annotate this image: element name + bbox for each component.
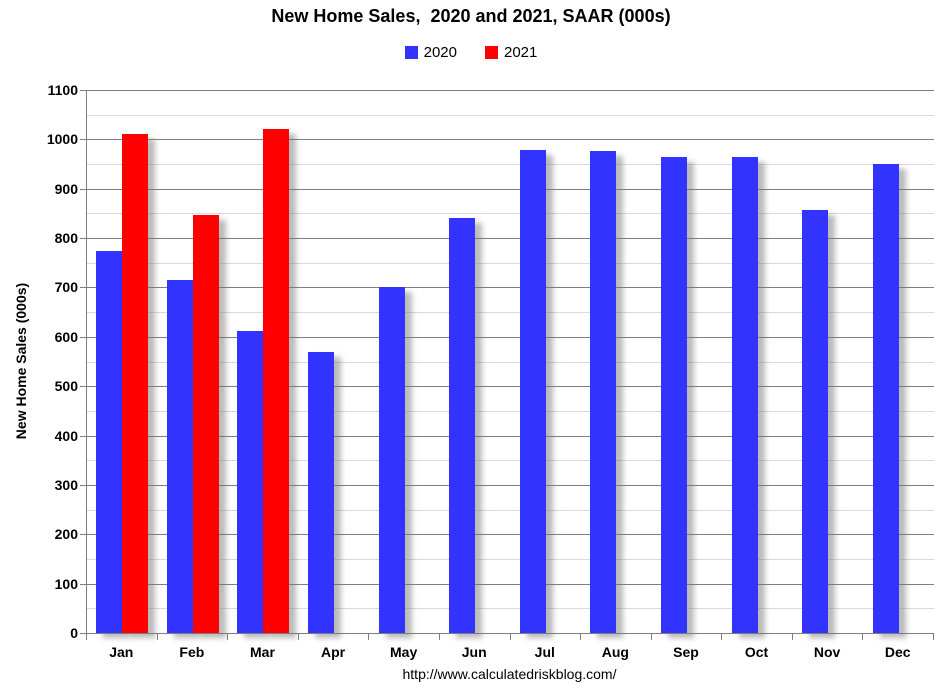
x-axis-label-jun: Jun xyxy=(461,644,487,660)
bar-2020-sep xyxy=(660,157,687,633)
bar-2020-nov xyxy=(802,209,829,633)
minor-gridline xyxy=(87,312,934,314)
footer-url: http://www.calculatedriskblog.com/ xyxy=(402,666,617,682)
y-axis-tick-label: 700 xyxy=(54,279,78,296)
major-gridline xyxy=(87,534,934,536)
minor-gridline xyxy=(87,361,934,363)
bar-2020-mar xyxy=(237,330,264,633)
y-axis-tick-label: 1000 xyxy=(46,131,78,148)
x-axis-label-jan: Jan xyxy=(109,644,134,660)
major-gridline xyxy=(87,188,934,190)
y-axis-tick xyxy=(80,534,86,536)
x-axis-tick xyxy=(721,634,723,640)
x-axis-label-feb: Feb xyxy=(179,644,205,660)
y-axis-tick-label: 100 xyxy=(54,575,78,592)
x-axis-tick xyxy=(438,634,440,640)
x-axis-tick xyxy=(791,634,793,640)
legend-item-2021: 2021 xyxy=(485,44,537,61)
x-axis-label-oct: Oct xyxy=(744,644,769,660)
y-axis-tick xyxy=(80,633,86,634)
bar-2021-jan xyxy=(122,134,149,633)
y-axis-tick xyxy=(80,90,86,91)
x-axis-label-mar: Mar xyxy=(250,644,275,660)
major-gridline xyxy=(87,386,934,388)
y-axis-tick-label: 0 xyxy=(70,625,78,641)
bar-2020-jan xyxy=(96,250,123,633)
y-axis-tick-label: 300 xyxy=(54,476,78,493)
x-axis-label-jul: Jul xyxy=(534,644,555,660)
y-axis-tick xyxy=(80,386,86,388)
x-axis-label-aug: Aug xyxy=(601,644,629,660)
minor-gridline xyxy=(87,410,934,412)
x-axis-label-dec: Dec xyxy=(884,644,911,660)
y-axis-tick xyxy=(80,583,86,585)
legend-label-2020: 2020 xyxy=(423,44,457,61)
x-axis-label-apr: Apr xyxy=(320,644,346,660)
major-gridline xyxy=(87,484,934,486)
y-axis-tick-label: 500 xyxy=(54,378,78,395)
y-axis-tick-label: 800 xyxy=(54,230,78,247)
y-axis-tick-label: 200 xyxy=(54,526,78,543)
y-axis-tick xyxy=(80,188,86,190)
bar-2020-may xyxy=(378,287,405,633)
minor-gridline xyxy=(87,608,934,610)
y-axis-tick-label: 1100 xyxy=(47,82,78,98)
x-axis-tick xyxy=(227,634,229,640)
x-axis-label-nov: Nov xyxy=(813,644,841,660)
x-axis-label-sep: Sep xyxy=(673,644,699,660)
minor-gridline xyxy=(87,164,934,166)
x-axis-label-may: May xyxy=(390,644,418,660)
bar-2020-jul xyxy=(519,150,546,633)
legend-swatch-2021-icon xyxy=(485,46,498,59)
y-axis-tick-label: 400 xyxy=(54,427,78,444)
bar-2020-oct xyxy=(731,156,758,633)
y-axis-tick xyxy=(80,238,86,240)
x-axis-tick xyxy=(650,634,652,640)
x-axis-tick xyxy=(509,634,511,640)
plot-area xyxy=(86,90,934,634)
x-axis-tick xyxy=(86,634,87,640)
legend-item-2020: 2020 xyxy=(404,44,457,61)
x-axis-tick xyxy=(156,634,158,640)
bar-2020-feb xyxy=(166,279,193,633)
y-axis-tick xyxy=(80,435,86,437)
minor-gridline xyxy=(87,460,934,462)
major-gridline xyxy=(87,435,934,437)
major-gridline xyxy=(87,238,934,240)
minor-gridline xyxy=(87,558,934,560)
y-axis-tick xyxy=(80,287,86,289)
y-axis-labels: 0 100 200 300 400 500 600 700 800 900 1000 1100 xyxy=(0,83,78,640)
y-axis-tick-label: 900 xyxy=(54,180,78,197)
bar-2020-apr xyxy=(308,351,335,633)
major-gridline xyxy=(87,139,934,141)
bar-2021-feb xyxy=(192,215,219,633)
major-gridline xyxy=(87,287,934,289)
bar-2020-jun xyxy=(449,218,476,633)
major-gridline xyxy=(87,90,934,91)
x-axis-labels: Jan Feb Mar Apr May Jun Jul Aug Sep Oct Nov Dec xyxy=(86,644,933,662)
bar-2020-aug xyxy=(590,151,617,633)
bar-2020-dec xyxy=(872,164,899,633)
legend-swatch-2020-icon xyxy=(404,46,418,59)
x-axis-tick xyxy=(933,634,934,640)
minor-gridline xyxy=(87,114,934,116)
x-axis-tick xyxy=(368,634,370,640)
x-axis-tick xyxy=(297,634,299,640)
y-axis-tick xyxy=(80,139,86,141)
y-axis-tick xyxy=(80,336,86,338)
minor-gridline xyxy=(87,213,934,215)
legend-label-2021: 2021 xyxy=(504,44,538,61)
y-axis-tick-label: 600 xyxy=(54,328,78,345)
major-gridline xyxy=(87,336,934,338)
chart-title: New Home Sales, 2020 and 2021, SAAR (000… xyxy=(271,6,671,26)
x-axis-tick xyxy=(862,634,864,640)
legend: 2020 2021 xyxy=(0,44,942,61)
minor-gridline xyxy=(87,262,934,264)
minor-gridline xyxy=(87,509,934,511)
x-axis-tick xyxy=(580,634,582,640)
bar-2021-mar xyxy=(263,129,290,633)
major-gridline xyxy=(87,583,934,585)
y-axis-tick xyxy=(80,484,86,486)
